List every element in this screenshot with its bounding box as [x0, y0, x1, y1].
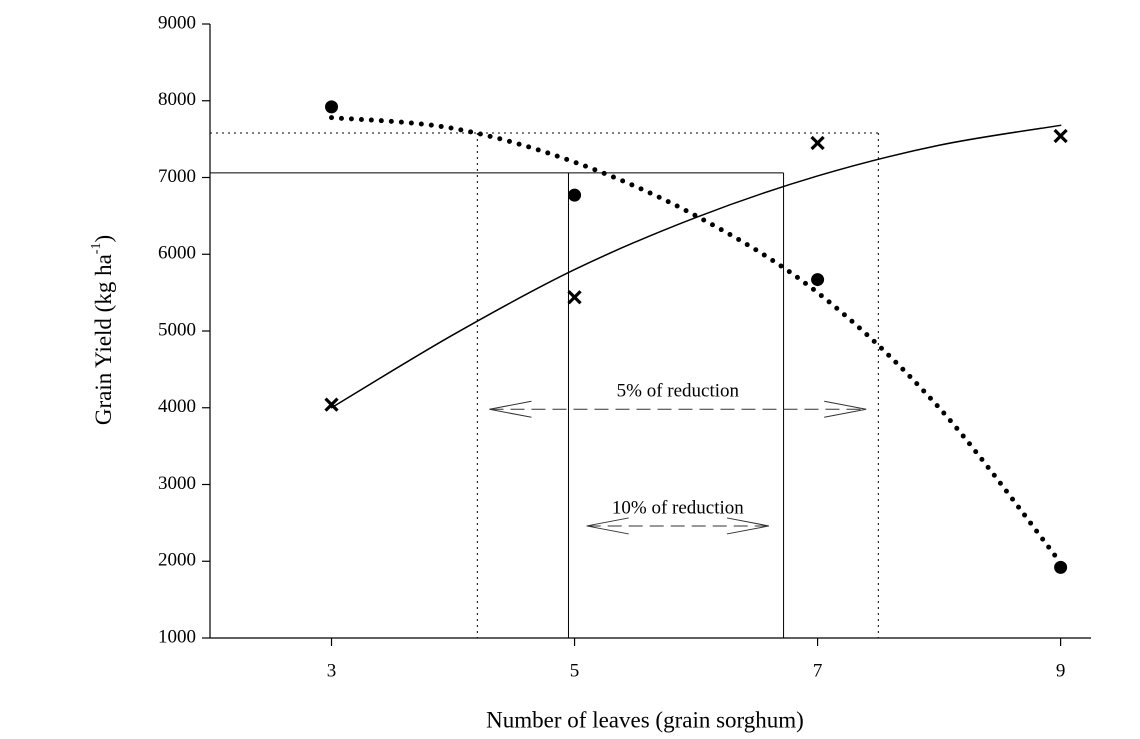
annotation-text: 10% of reduction [612, 497, 744, 518]
data-point [1053, 128, 1068, 144]
y-axis-label: Grain Yield (kg ha-1) [89, 235, 116, 425]
arrow-head [489, 400, 532, 418]
data-point [568, 188, 582, 202]
data-point [324, 397, 339, 412]
fit-curve [329, 115, 1064, 566]
x-tick-label: 9 [1056, 660, 1066, 681]
y-tick-label: 4000 [158, 396, 196, 417]
y-tick-label: 8000 [158, 89, 196, 110]
arrow-head [824, 400, 867, 418]
y-axis-label-sup: -1 [89, 243, 104, 255]
x-tick-label: 5 [570, 660, 580, 681]
data-point [325, 100, 339, 114]
y-tick-label: 5000 [158, 319, 196, 340]
data-point [567, 290, 582, 305]
y-tick-label: 9000 [158, 12, 196, 33]
annotation-text: 5% of reduction [617, 381, 740, 402]
fit-curve [330, 124, 1062, 409]
x-tick-label: 7 [813, 660, 823, 681]
x-tick-label: 3 [327, 660, 337, 681]
y-tick-label: 6000 [158, 243, 196, 264]
data-point [1054, 560, 1068, 574]
y-axis-label-tail: ) [91, 235, 116, 243]
y-tick-label: 3000 [158, 473, 196, 494]
data-point [810, 135, 825, 151]
y-axis-label-text: Grain Yield (kg ha [91, 254, 116, 425]
arrow-head [586, 517, 629, 535]
y-tick-label: 7000 [158, 166, 196, 187]
x-axis-label: Number of leaves (grain sorghum) [486, 707, 804, 732]
data-point [811, 273, 825, 287]
y-tick-label: 2000 [158, 550, 196, 571]
y-tick-label: 1000 [158, 626, 196, 647]
arrow-head [726, 517, 770, 535]
